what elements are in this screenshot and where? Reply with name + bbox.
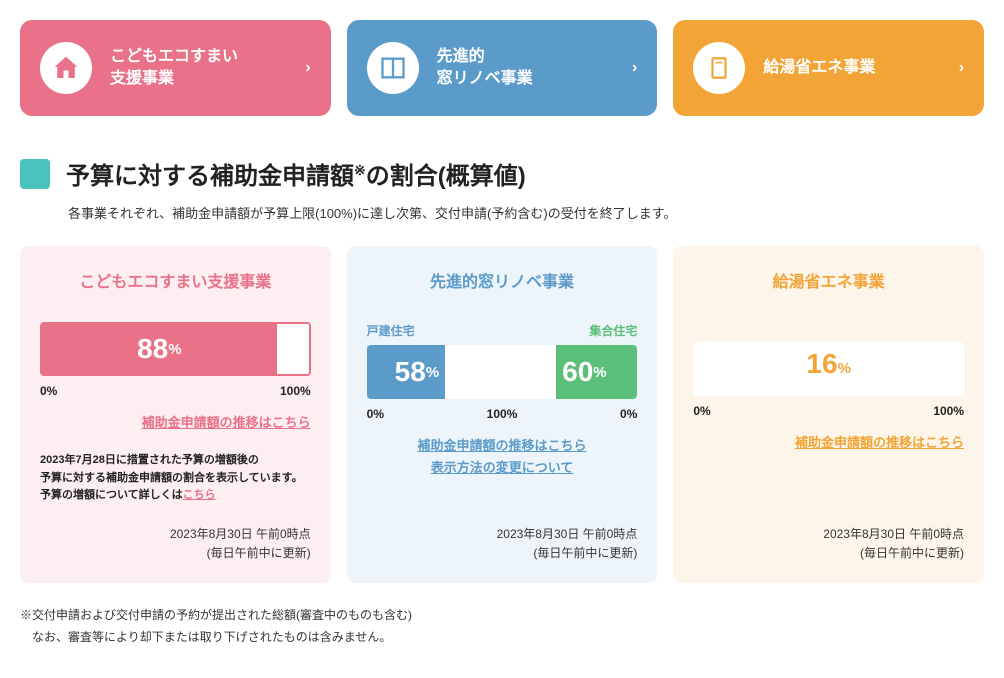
progress-fill-left: 58%: [367, 345, 445, 399]
budget-cards: こどもエコすまい支援事業 88% 0%100% 補助金申請額の推移はこちら 20…: [20, 246, 984, 583]
scale: 0%100%: [40, 384, 311, 398]
link-method[interactable]: 表示方法の変更について: [431, 457, 574, 479]
card-title: 給湯省エネ事業: [693, 268, 964, 292]
link-trend[interactable]: 補助金申請額の推移はこちら: [795, 432, 964, 454]
progress-fill-right: 60%: [556, 345, 637, 399]
chevron-right-icon: ›: [305, 59, 310, 77]
link-details[interactable]: こちら: [183, 489, 216, 501]
section-header: 予算に対する補助金申請額※の割合(概算値): [20, 156, 984, 191]
scale: 0%100%: [693, 404, 964, 418]
progress-bar-dual: 58% 60%: [367, 345, 638, 399]
nav-label: 給湯省エネ事業: [763, 57, 875, 79]
heater-icon: [693, 42, 745, 94]
progress-bar: 88%: [40, 322, 311, 376]
chevron-right-icon: ›: [959, 59, 964, 77]
nav-card-mado[interactable]: 先進的 窓リノベ事業 ›: [347, 20, 658, 116]
card-mado: 先進的窓リノベ事業 戸建住宅 集合住宅 58% 60% 0%100%0% 補助金…: [347, 246, 658, 583]
window-icon: [367, 42, 419, 94]
section-subtitle: 各事業それぞれ、補助金申請額が予算上限(100%)に達し次第、交付申請(予約含む…: [68, 203, 984, 222]
card-title: こどもエコすまい支援事業: [40, 268, 311, 292]
timestamp: 2023年8月30日 午前0時点(毎日午前中に更新): [693, 505, 964, 563]
link-trend[interactable]: 補助金申請額の推移はこちら: [418, 435, 587, 457]
nav-label: 先進的 窓リノベ事業: [437, 46, 533, 91]
nav-card-kyuto[interactable]: 給湯省エネ事業 ›: [673, 20, 984, 116]
home-icon: [40, 42, 92, 94]
card-kodomo: こどもエコすまい支援事業 88% 0%100% 補助金申請額の推移はこちら 20…: [20, 246, 331, 583]
nav-card-kodomo[interactable]: こどもエコすまい 支援事業 ›: [20, 20, 331, 116]
section-marker: [20, 159, 50, 189]
card-note: 2023年7月28日に措置された予算の増額後の 予算に対する補助金申請額の割合を…: [40, 452, 311, 505]
scale: 0%100%0%: [367, 407, 638, 421]
footnote: ※交付申請および交付申請の予約が提出された総額(審査中のものも含む) なお、審査…: [20, 605, 984, 648]
timestamp: 2023年8月30日 午前0時点(毎日午前中に更新): [40, 505, 311, 563]
progress-bar: 16%: [693, 342, 964, 396]
progress-fill: 88%: [42, 324, 277, 374]
sub-headers: 戸建住宅 集合住宅: [367, 322, 638, 339]
nav-cards: こどもエコすまい 支援事業 › 先進的 窓リノベ事業 › 給湯省エネ事業 ›: [20, 20, 984, 116]
card-title: 先進的窓リノベ事業: [367, 268, 638, 292]
nav-label: こどもエコすまい 支援事業: [110, 46, 238, 91]
timestamp: 2023年8月30日 午前0時点(毎日午前中に更新): [367, 505, 638, 563]
section-title: 予算に対する補助金申請額※の割合(概算値): [66, 156, 526, 191]
chevron-right-icon: ›: [632, 59, 637, 77]
card-kyuto: 給湯省エネ事業 16% 0%100% 補助金申請額の推移はこちら 2023年8月…: [673, 246, 984, 583]
link-trend[interactable]: 補助金申請額の推移はこちら: [142, 412, 311, 434]
